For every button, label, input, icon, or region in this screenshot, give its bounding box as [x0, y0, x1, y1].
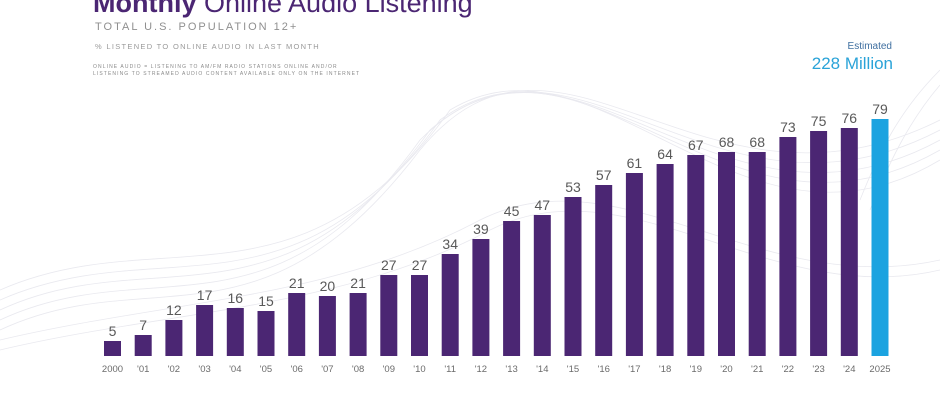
value-label: 20	[320, 278, 336, 294]
value-label: 7	[139, 317, 147, 333]
bar-21	[748, 152, 766, 356]
bar-14	[533, 215, 551, 356]
bar-24	[840, 128, 858, 356]
category-label: '21	[751, 364, 763, 375]
category-label: '19	[690, 364, 702, 375]
value-label: 68	[719, 134, 735, 150]
value-label: 21	[289, 275, 305, 291]
value-label: 21	[350, 275, 366, 291]
bar-19	[687, 155, 705, 356]
category-label: '20	[720, 364, 732, 375]
category-label: '22	[782, 364, 794, 375]
bar-11	[441, 254, 459, 356]
bar-06	[288, 293, 306, 356]
bar-13	[503, 221, 521, 356]
value-label: 53	[565, 179, 581, 195]
bar-03	[196, 305, 214, 356]
definition-note-line-2: LISTENING TO STREAMED AUDIO CONTENT AVAI…	[93, 71, 361, 77]
value-label: 57	[596, 167, 612, 183]
bar-04	[226, 308, 244, 356]
category-labels-group: 2000 '01 '02 '03 '04 '05 '06 '07 '08 '09 '10 '11 '12…	[102, 364, 891, 375]
value-label: 68	[749, 134, 765, 150]
category-label: '15	[567, 364, 579, 375]
value-label: 34	[442, 236, 458, 252]
chart-subtitle: TOTAL U.S. POPULATION 12+	[95, 21, 299, 33]
value-label: 76	[842, 110, 858, 126]
value-label: 47	[535, 197, 551, 213]
category-label: '09	[383, 364, 395, 375]
category-label: '17	[628, 364, 640, 375]
value-label: 27	[381, 257, 397, 273]
bars-group	[104, 119, 889, 356]
bar-05	[257, 311, 275, 356]
category-label: '02	[168, 364, 180, 375]
value-label: 73	[780, 119, 796, 135]
value-label: 12	[166, 302, 182, 318]
value-label: 27	[412, 257, 428, 273]
category-label: '03	[198, 364, 210, 375]
value-label: 5	[109, 323, 117, 339]
value-label: 75	[811, 113, 827, 129]
category-label: '23	[812, 364, 824, 375]
category-label: '13	[505, 364, 517, 375]
bar-16	[595, 185, 613, 356]
bar-18	[656, 164, 674, 356]
value-label: 17	[197, 287, 213, 303]
definition-note-line-1: ONLINE AUDIO = LISTENING TO AM/FM RADIO …	[93, 64, 338, 70]
category-label: '24	[843, 364, 855, 375]
estimate-value: 228 Million	[811, 54, 893, 73]
bar-22	[779, 137, 797, 356]
bar-09	[380, 275, 398, 356]
value-label: 64	[657, 146, 673, 162]
chart-title-rest: Online Audio Listening	[196, 0, 473, 18]
bar-08	[349, 293, 367, 356]
chart-title: Monthly Online Audio Listening	[93, 0, 473, 19]
category-label: '04	[229, 364, 241, 375]
bar-2000	[104, 341, 121, 356]
category-label: 2025	[869, 364, 890, 375]
category-label: '05	[260, 364, 272, 375]
category-label: '18	[659, 364, 671, 375]
value-label: 39	[473, 221, 489, 237]
category-label: 2000	[102, 364, 123, 375]
estimate-label: Estimated	[847, 41, 892, 52]
bar-02	[165, 320, 183, 356]
value-label: 61	[627, 155, 643, 171]
category-label: '08	[352, 364, 364, 375]
category-label: '14	[536, 364, 548, 375]
definition-note: ONLINE AUDIO = LISTENING TO AM/FM RADIO …	[93, 64, 360, 78]
value-label: 79	[872, 101, 888, 117]
chart-title-bold: Monthly	[93, 0, 197, 18]
category-label: '11	[444, 364, 456, 375]
category-label: '10	[413, 364, 425, 375]
category-label: '12	[475, 364, 487, 375]
bar-12	[472, 239, 490, 356]
bar-23	[810, 131, 828, 356]
value-label: 16	[228, 290, 244, 306]
category-label: '16	[598, 364, 610, 375]
category-label: '07	[321, 364, 333, 375]
bar-20	[718, 152, 735, 356]
category-label: '01	[137, 364, 149, 375]
bar-17	[625, 173, 643, 356]
metric-description: % LISTENED TO ONLINE AUDIO IN LAST MONTH	[95, 42, 320, 51]
value-label: 15	[258, 293, 274, 309]
bar-15	[564, 197, 582, 356]
bar-10	[411, 275, 428, 356]
category-label: '06	[291, 364, 303, 375]
bar-2025	[871, 119, 889, 356]
value-label: 67	[688, 137, 704, 153]
bar-01	[134, 335, 152, 356]
bar-07	[318, 296, 336, 356]
value-label: 45	[504, 203, 520, 219]
